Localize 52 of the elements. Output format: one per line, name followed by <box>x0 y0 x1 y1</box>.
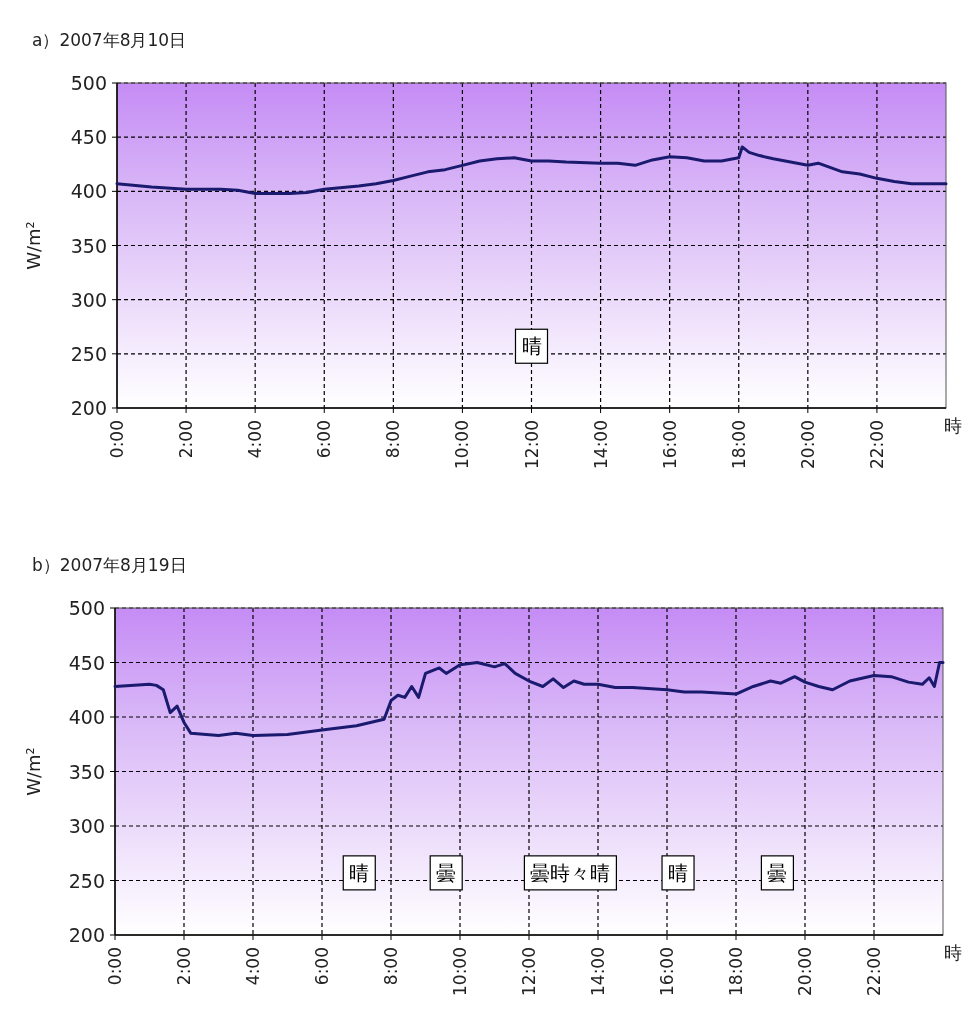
annotation: 曇 <box>436 860 457 885</box>
y-tick-label: 300 <box>68 815 105 837</box>
x-tick-label: 16:00 <box>659 420 680 469</box>
annotation: 晴 <box>668 860 689 885</box>
x-axis-title: 時 <box>944 942 962 963</box>
y-tick-label: 350 <box>68 760 105 783</box>
annotation: 晴 <box>349 860 370 885</box>
x-tick-label: 20:00 <box>795 947 815 996</box>
x-tick-label: 22:00 <box>864 947 884 996</box>
x-tick-label: 6:00 <box>312 947 332 986</box>
y-tick-label: 400 <box>68 706 105 728</box>
x-tick-label: 16:00 <box>657 947 677 996</box>
x-tick-label: 8:00 <box>381 947 401 986</box>
x-tick-label: 12:00 <box>521 420 542 469</box>
annotation: 曇時々晴 <box>530 860 611 885</box>
y-tick-label: 450 <box>68 651 105 674</box>
x-tick-label: 20:00 <box>797 420 818 469</box>
y-tick-label: 500 <box>68 597 105 619</box>
y-axis-title: W/m² <box>23 221 44 270</box>
x-tick-label: 10:00 <box>450 947 470 996</box>
x-tick-label: 4:00 <box>243 947 263 986</box>
x-tick-label: 14:00 <box>590 420 611 469</box>
line-series <box>113 661 945 738</box>
x-tick-label: 2:00 <box>176 420 197 459</box>
x-tick-label: 2:00 <box>174 947 194 986</box>
line-series <box>115 145 948 195</box>
x-tick-label: 0:00 <box>107 420 127 459</box>
x-tick-label: 18:00 <box>728 420 749 469</box>
y-tick-label: 200 <box>70 397 107 419</box>
annotation: 曇 <box>767 860 788 885</box>
y-tick-label: 250 <box>70 342 107 365</box>
x-tick-label: 22:00 <box>866 420 887 469</box>
y-tick-label: 300 <box>70 288 107 311</box>
x-tick-label: 0:00 <box>105 947 125 986</box>
y-tick-label: 250 <box>68 869 105 892</box>
y-tick-label: 200 <box>68 924 105 946</box>
x-tick-label: 12:00 <box>519 947 539 996</box>
x-tick-label: 8:00 <box>383 420 404 459</box>
x-tick-label: 4:00 <box>245 420 266 459</box>
x-tick-label: 14:00 <box>588 947 608 996</box>
y-tick-label: 500 <box>70 72 107 94</box>
chart-title: b）2007年8月19日 <box>32 555 187 575</box>
y-tick-label: 450 <box>70 126 107 149</box>
x-tick-label: 6:00 <box>314 420 335 459</box>
y-tick-label: 400 <box>70 180 107 203</box>
annotation: 晴 <box>521 334 542 359</box>
chart-title: a）2007年8月10日 <box>32 30 187 50</box>
x-tick-label: 10:00 <box>452 420 473 469</box>
y-tick-label: 350 <box>70 234 107 257</box>
x-tick-label: 18:00 <box>726 947 746 996</box>
y-axis-title: W/m² <box>23 747 44 796</box>
x-axis-title: 時 <box>944 415 962 436</box>
